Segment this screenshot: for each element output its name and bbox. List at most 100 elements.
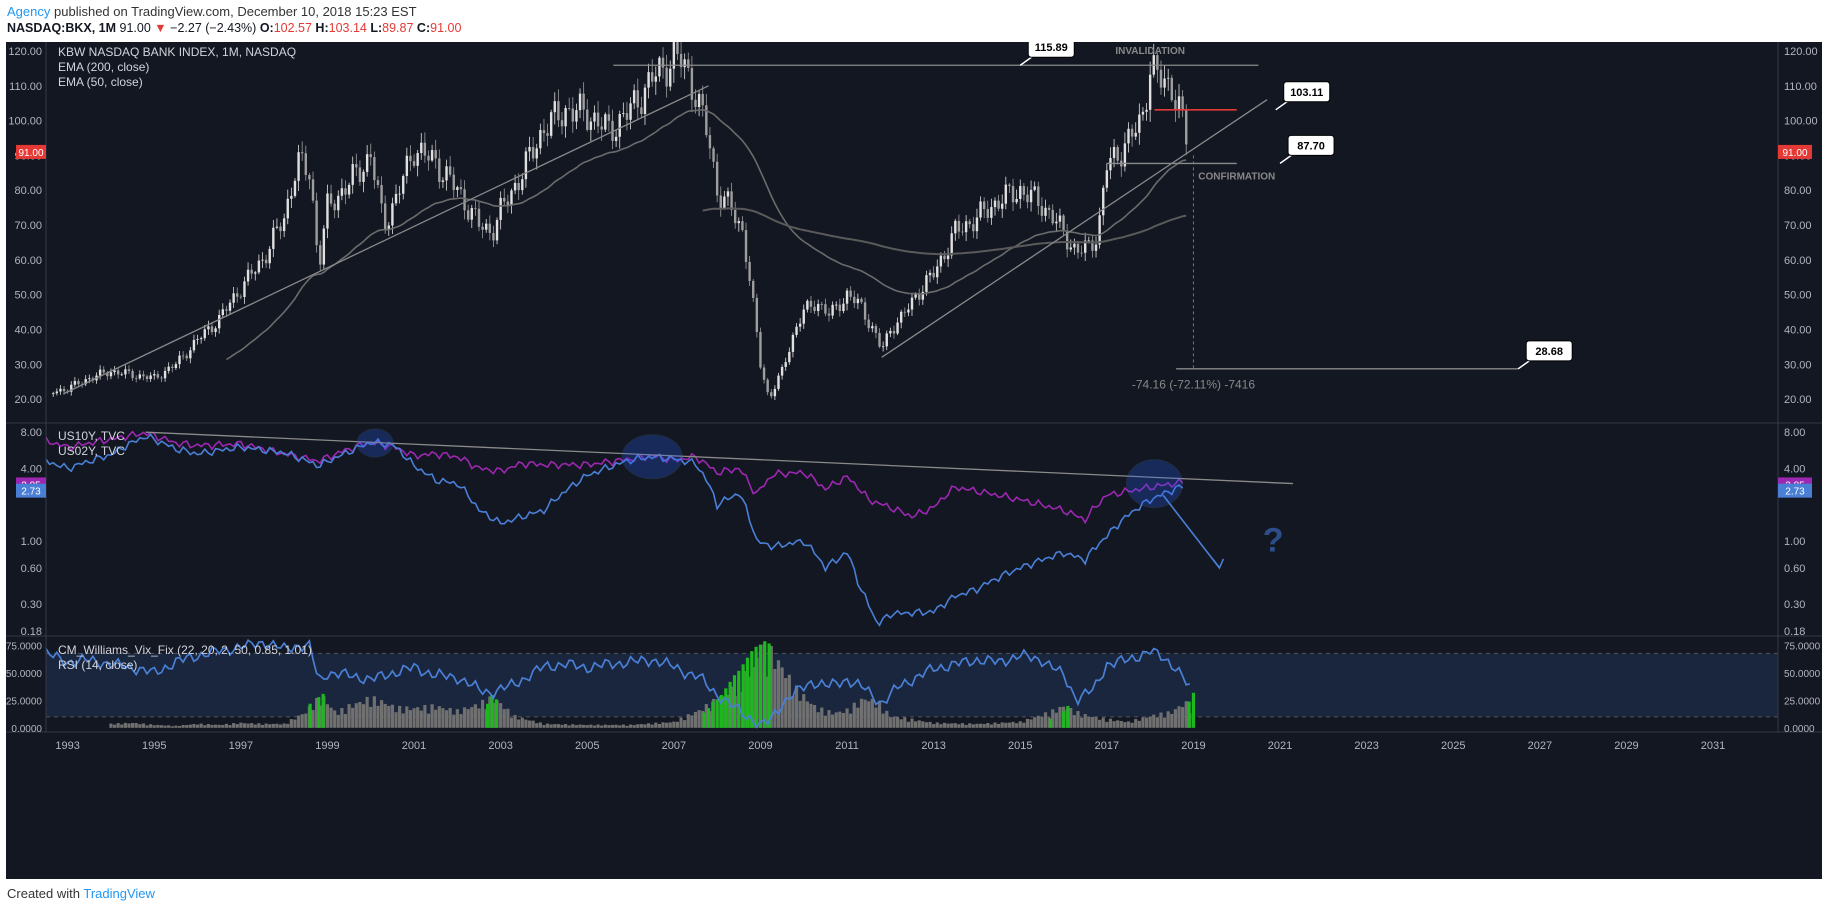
candle-body — [351, 164, 354, 185]
vix-bar — [278, 724, 283, 728]
author-link[interactable]: Agency — [7, 4, 51, 19]
candle-body — [715, 161, 719, 196]
vix-bar — [538, 722, 542, 728]
vix-bar — [185, 725, 189, 728]
candle-body — [1145, 109, 1148, 112]
candle-body — [658, 57, 661, 77]
candle-body — [246, 269, 250, 282]
vix-bar — [260, 724, 265, 728]
vix-bar — [441, 708, 445, 728]
candle-body — [1065, 230, 1069, 250]
candle-body — [142, 374, 145, 377]
candle-body — [708, 135, 712, 149]
candle-body — [856, 298, 860, 304]
open-value: 102.57 — [273, 21, 312, 35]
vix-bar — [1123, 722, 1127, 728]
candle-body — [654, 76, 658, 82]
vix-bar-high — [745, 657, 750, 728]
vix-bar — [426, 713, 431, 728]
candle-body — [712, 148, 715, 162]
candle-body — [636, 90, 639, 108]
candle-body — [766, 379, 769, 393]
candle-body — [1094, 244, 1098, 251]
yield-last-tag-left — [16, 483, 46, 498]
vix-bar — [657, 723, 662, 728]
vix-bar — [535, 723, 539, 728]
vix-bar — [286, 723, 290, 728]
candle-body — [835, 304, 838, 306]
candle-body — [651, 72, 654, 82]
vix-bar — [275, 723, 279, 728]
vix-bar — [264, 723, 268, 728]
chart-background — [6, 42, 1822, 879]
candle-body — [1011, 185, 1015, 203]
last-price-label-right: 91.00 — [1782, 148, 1807, 159]
vix-bar-high — [715, 699, 719, 728]
ema-200-legend: EMA (200, close) — [58, 60, 149, 74]
candle-body — [463, 189, 466, 211]
vix-bar — [618, 725, 622, 728]
time-axis-tick-label: 2027 — [1528, 740, 1552, 752]
vix-bar — [798, 700, 802, 728]
callout-label: 87.70 — [1297, 140, 1325, 152]
vix-bar — [545, 723, 550, 728]
candle-body — [683, 59, 686, 68]
vix-bar-high — [1066, 705, 1070, 728]
vix-bar — [809, 703, 813, 728]
candle-body — [1134, 132, 1137, 137]
candle-body — [293, 180, 297, 196]
vix-bar — [831, 714, 835, 728]
tradingview-logo[interactable]: TradingView — [83, 886, 155, 901]
candle-body — [1015, 198, 1018, 203]
candle-body — [889, 330, 892, 334]
vix-bar — [239, 722, 243, 728]
vix-bar — [253, 724, 257, 728]
candle-body — [1123, 143, 1127, 167]
candle-body — [741, 221, 744, 231]
candle-body — [358, 167, 362, 182]
candle-body — [853, 296, 856, 304]
candle-body — [1156, 55, 1159, 70]
vix-bar — [1036, 715, 1040, 728]
candle-body — [98, 369, 102, 376]
candle-body — [586, 109, 589, 130]
vix-bar — [942, 722, 947, 728]
vix-bar — [791, 696, 795, 728]
vix-bar — [1087, 716, 1091, 728]
vix-bar — [1105, 721, 1109, 728]
vix-bar — [892, 716, 896, 728]
vix-bar — [315, 697, 319, 728]
yield-axis-tick-label-right: 4.00 — [1784, 463, 1805, 475]
open-label: O: — [259, 21, 274, 35]
vix-bar — [636, 724, 640, 728]
candle-body — [315, 200, 318, 246]
footer: Created with TradingView — [7, 886, 155, 901]
candle-body — [1185, 109, 1188, 145]
vix-bar — [852, 702, 856, 728]
candle-body — [456, 187, 459, 191]
candle-body — [333, 203, 336, 211]
osc-axis-tick-label-left: 0.0000 — [11, 724, 42, 735]
yield-last-tag-right — [1778, 483, 1812, 498]
candle-body — [398, 193, 401, 195]
candle-body — [568, 108, 571, 109]
price-axis-tick-label-right: 20.00 — [1784, 394, 1812, 406]
candle-body — [701, 93, 704, 106]
vix-bar — [1159, 712, 1163, 728]
vix-bar — [181, 725, 185, 728]
candle-body — [961, 231, 964, 233]
chart-canvas[interactable]: 115.89 103.11 87.70 28.68 INVALIDATION CONFIR… — [6, 42, 1822, 879]
vix-fix-legend: CM_Williams_Vix_Fix (22, 20, 2, 50, 0.85… — [58, 643, 312, 657]
vix-bar — [401, 713, 405, 728]
vix-bar — [502, 709, 506, 728]
vix-bar — [748, 676, 752, 728]
candle-body — [225, 309, 228, 311]
candle-body — [55, 391, 59, 394]
candle-body — [1008, 184, 1011, 186]
candle-body — [434, 150, 437, 159]
candle-body — [1087, 240, 1091, 242]
candle-body — [903, 311, 906, 313]
vix-bar — [1054, 712, 1058, 728]
vix-bar — [1126, 721, 1131, 728]
